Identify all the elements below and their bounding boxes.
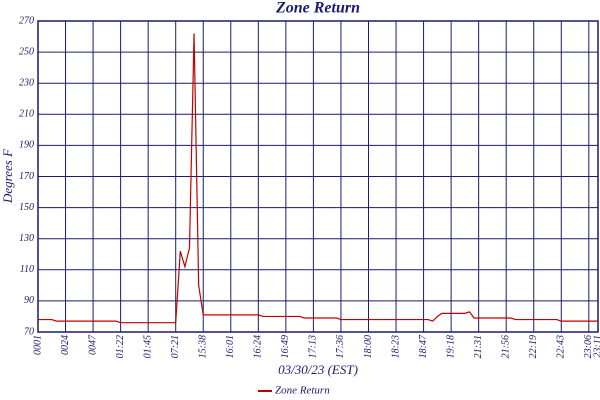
x-tick-label: 01:22: [115, 335, 126, 358]
y-tick-label: 210: [19, 109, 34, 120]
x-tick-label: 0047: [87, 334, 98, 355]
x-tick-label: 18:47: [418, 334, 429, 358]
x-tick-label: 15:38: [198, 335, 209, 358]
y-tick-label: 190: [19, 140, 34, 151]
x-tick-label: 17:36: [335, 335, 346, 358]
x-tick-label: 01:45: [142, 335, 153, 358]
x-tick-label: 0024: [60, 335, 71, 355]
x-tick-label: 22:43: [556, 335, 567, 358]
x-tick-label: 17:13: [308, 335, 319, 358]
x-tick-label: 16:24: [253, 335, 264, 358]
x-tick-label: 21:31: [473, 335, 484, 358]
x-tick-label: 19:18: [445, 335, 456, 358]
y-tick-label: 170: [19, 171, 34, 182]
y-tick-label: 270: [19, 15, 34, 26]
y-tick-label: 70: [24, 326, 34, 337]
y-tick-label: 250: [19, 46, 34, 57]
y-tick-label: 110: [20, 264, 34, 275]
x-tick-label: 23:11: [592, 335, 600, 358]
y-axis-label: Degrees F: [0, 148, 15, 204]
x-tick-label: 16:01: [225, 335, 236, 358]
chart-title: Zone Return: [275, 0, 360, 17]
x-tick-label: 23:06: [583, 335, 594, 358]
x-tick-label: 21:56: [500, 335, 511, 358]
x-tick-label: 18:23: [390, 335, 401, 358]
plot-border: [37, 20, 599, 333]
x-tick-label: 18:00: [363, 335, 374, 358]
x-tick-label: 16:49: [280, 335, 291, 358]
y-tick-label: 130: [19, 233, 34, 244]
line: [38, 33, 598, 324]
x-axis-label: 03/30/23 (EST): [278, 362, 358, 377]
x-tick-label: 07:21: [170, 335, 181, 358]
x-tick-label: 0001: [32, 335, 43, 355]
y-tick-label: 230: [19, 77, 34, 88]
y-tick-label: 90: [24, 295, 34, 306]
legend-label: Zone Return: [275, 385, 330, 397]
y-tick-label: 150: [19, 202, 34, 213]
x-tick-label: 22:19: [528, 335, 539, 358]
